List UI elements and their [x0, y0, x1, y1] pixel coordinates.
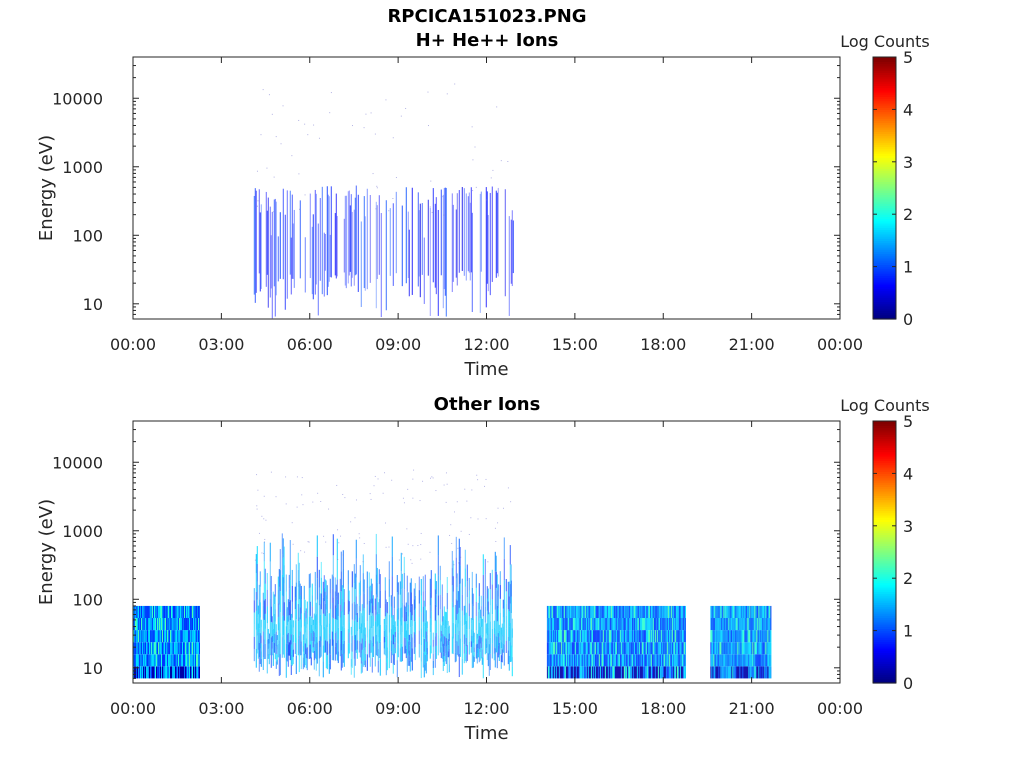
- x-tick-label: 09:00: [375, 699, 421, 718]
- x-tick-label: 12:00: [463, 335, 509, 354]
- colorbar-tick-label: 3: [903, 517, 913, 536]
- colorbar-tick-label: 5: [903, 48, 913, 67]
- x-tick-label: 00:00: [817, 699, 863, 718]
- colorbar-tick-label: 0: [903, 310, 913, 329]
- figure-title: RPCICA151023.PNG: [387, 6, 587, 27]
- x-tick-label: 00:00: [110, 335, 156, 354]
- panel1-title: H+ He++ Ions: [415, 30, 559, 51]
- x-tick-label: 15:00: [552, 335, 598, 354]
- colorbar-tick-label: 4: [903, 100, 913, 119]
- panel2-title: Other Ions: [433, 394, 541, 415]
- colorbar-tick-label: 2: [903, 569, 913, 588]
- colorbar-frame: [872, 56, 897, 320]
- x-tick-label: 12:00: [463, 699, 509, 718]
- x-tick-label: 15:00: [552, 699, 598, 718]
- colorbar-tick-label: 4: [903, 464, 913, 483]
- y-tick-label: 100: [72, 590, 103, 609]
- colorbar-tick-label: 1: [903, 258, 913, 277]
- y-tick-label: 100: [72, 226, 103, 245]
- x-tick-label: 06:00: [287, 699, 333, 718]
- x-tick-label: 21:00: [729, 699, 775, 718]
- y-tick-label: 1000: [62, 158, 103, 177]
- x-axis-label: Time: [463, 359, 508, 380]
- y-tick-label: 10000: [52, 89, 103, 108]
- x-tick-label: 00:00: [817, 335, 863, 354]
- x-tick-label: 09:00: [375, 335, 421, 354]
- spectrogram-data: [253, 83, 514, 319]
- x-tick-label: 03:00: [198, 335, 244, 354]
- colorbar-tick-label: 2: [903, 205, 913, 224]
- x-tick-label: 18:00: [640, 335, 686, 354]
- y-tick-label: 10000: [52, 453, 103, 472]
- x-tick-label: 06:00: [287, 335, 333, 354]
- y-axis-label: Energy (eV): [36, 499, 57, 605]
- x-tick-label: 00:00: [110, 699, 156, 718]
- x-axis-label: Time: [463, 723, 508, 744]
- y-axis-label: Energy (eV): [36, 135, 57, 241]
- colorbar-tick-label: 1: [903, 622, 913, 641]
- spectrogram-data: [133, 469, 772, 679]
- x-tick-label: 18:00: [640, 699, 686, 718]
- x-tick-label: 21:00: [729, 335, 775, 354]
- y-tick-label: 10: [83, 295, 103, 314]
- colorbar-label: Log Counts: [840, 32, 930, 51]
- colorbar-tick-label: 3: [903, 153, 913, 172]
- colorbar-frame: [872, 420, 897, 684]
- colorbar-tick-label: 5: [903, 412, 913, 431]
- colorbar-label: Log Counts: [840, 396, 930, 415]
- x-tick-label: 03:00: [198, 699, 244, 718]
- colorbar-tick-label: 0: [903, 674, 913, 693]
- y-tick-label: 1000: [62, 522, 103, 541]
- y-tick-label: 10: [83, 659, 103, 678]
